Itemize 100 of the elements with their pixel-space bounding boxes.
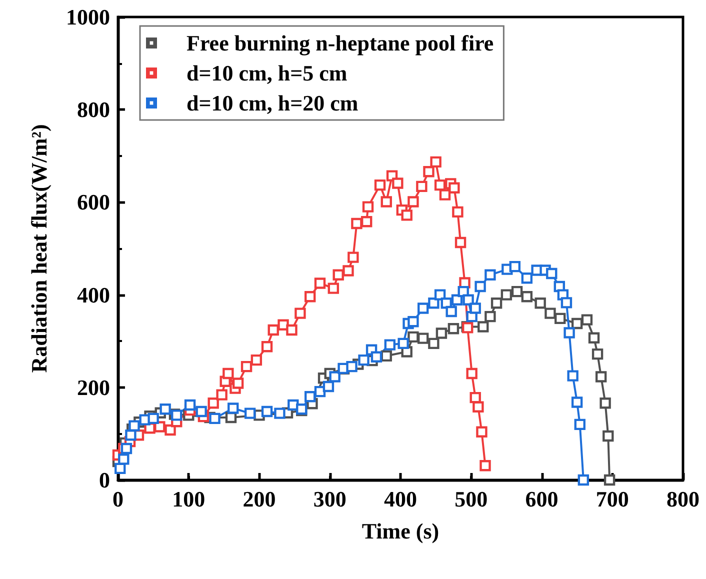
point [222, 368, 234, 380]
point [322, 380, 334, 392]
point [328, 282, 340, 294]
point [261, 341, 273, 352]
point [454, 236, 466, 248]
y-tick-label: 600 [77, 190, 110, 215]
x-tick-label: 400 [384, 486, 417, 512]
point [216, 389, 228, 400]
point [462, 294, 474, 306]
point [128, 420, 140, 432]
legend-label: d=10 cm, h=20 cm [186, 90, 358, 116]
point [509, 260, 521, 272]
point [209, 412, 220, 424]
point [511, 286, 523, 298]
point [154, 421, 166, 432]
y-tick-label: 200 [77, 374, 110, 400]
point [484, 310, 496, 322]
point [418, 302, 429, 314]
legend-label: d=10 cm, h=5 cm [186, 60, 348, 86]
x-tick-label: 800 [666, 486, 700, 512]
point [554, 312, 566, 324]
point [398, 338, 409, 350]
point [472, 401, 484, 412]
point [408, 316, 419, 328]
point [592, 348, 604, 360]
point [244, 408, 256, 419]
point [208, 398, 219, 409]
legend-label: Free burning n-heptane pool fire [186, 30, 494, 56]
point [484, 269, 496, 280]
point [439, 189, 451, 200]
point [521, 291, 533, 302]
point [546, 268, 558, 280]
point [595, 371, 607, 382]
point [574, 418, 586, 430]
point [544, 308, 556, 319]
point [560, 297, 572, 308]
point [268, 324, 279, 336]
point [436, 328, 448, 339]
point [474, 280, 486, 292]
point [418, 332, 429, 344]
point [370, 351, 382, 362]
point [416, 180, 428, 192]
point [304, 291, 316, 302]
point [374, 179, 386, 191]
y-tick-label: 1000 [66, 4, 110, 30]
point [446, 306, 457, 318]
point [274, 408, 286, 419]
x-tick-label: 600 [525, 486, 558, 512]
point [430, 156, 442, 168]
x-tick-label: 300 [313, 486, 346, 512]
point [294, 308, 306, 319]
point [286, 324, 298, 336]
point [480, 460, 491, 472]
point [240, 360, 252, 372]
point [361, 216, 372, 228]
point [448, 323, 460, 334]
point [358, 354, 370, 366]
point [408, 196, 419, 208]
point [451, 294, 463, 306]
point [434, 289, 446, 300]
point [332, 269, 344, 280]
point [602, 430, 614, 442]
x-tick-label: 700 [596, 486, 629, 512]
point [384, 339, 396, 350]
x-axis-title: Time (s) [362, 518, 440, 544]
point [604, 474, 616, 486]
point [380, 196, 392, 208]
point [261, 406, 273, 418]
point [346, 360, 358, 372]
point [588, 332, 600, 344]
y-tick-label: 800 [77, 97, 110, 122]
point [452, 206, 464, 218]
x-tick-label: 500 [454, 486, 488, 512]
point [278, 319, 289, 330]
point [329, 371, 340, 382]
point [392, 178, 404, 189]
point [148, 412, 159, 424]
x-tick-label: 100 [172, 486, 206, 512]
point [600, 398, 611, 409]
point [428, 298, 440, 309]
point [164, 424, 176, 436]
point [470, 302, 481, 314]
point [125, 429, 136, 441]
point [448, 182, 460, 194]
y-tick-label: 400 [77, 282, 110, 308]
y-axis-title: Radiation heat flux(W/m²) [26, 124, 52, 373]
point [478, 321, 489, 332]
point [351, 218, 362, 230]
point [564, 327, 575, 338]
point [534, 298, 546, 309]
x-tick-label: 200 [242, 486, 276, 512]
point [521, 272, 533, 284]
point [567, 370, 578, 382]
point [120, 442, 132, 454]
point [428, 338, 440, 350]
point [304, 391, 316, 402]
y-tick-label: 0 [99, 468, 110, 492]
point [500, 289, 512, 300]
point [118, 454, 130, 465]
point [171, 410, 182, 421]
